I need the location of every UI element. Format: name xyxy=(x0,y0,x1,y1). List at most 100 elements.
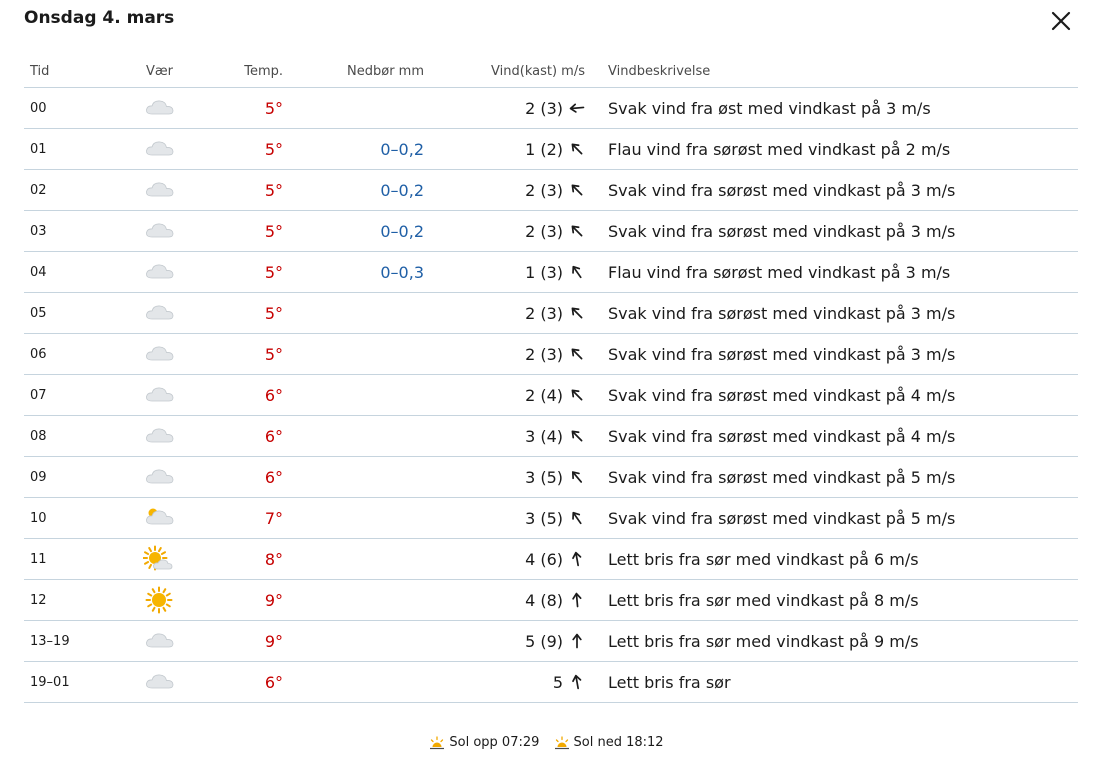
row-temp: 6° xyxy=(203,415,285,457)
wind-direction-icon xyxy=(571,143,583,154)
wind-direction-icon xyxy=(571,184,583,195)
row-temp: 5° xyxy=(203,292,285,334)
hourly-forecast-table: Tid Vær Temp. Nedbør mm Vind(kast) m/s V… xyxy=(24,56,1078,703)
row-time: 01 xyxy=(24,128,116,170)
cloud-icon xyxy=(145,223,173,238)
row-time: 09 xyxy=(24,456,116,498)
row-precip xyxy=(285,538,424,580)
row-wind-description: Svak vind fra sørøst med vindkast på 3 m… xyxy=(585,169,1078,211)
row-wind-value: 3 (4) xyxy=(525,426,563,446)
row-weather xyxy=(116,620,203,662)
close-icon[interactable] xyxy=(1050,10,1072,32)
wind-direction-icon xyxy=(571,389,583,400)
row-wind-description: Flau vind fra sørøst med vindkast på 3 m… xyxy=(585,251,1078,293)
row-time: 06 xyxy=(24,333,116,375)
row-wind-value: 1 (3) xyxy=(525,262,563,282)
table-row: 04 5° 0–0,3 1 (3) Flau vind fra sørøst med … xyxy=(24,251,1078,293)
row-wind-description: Svak vind fra sørøst med vindkast på 3 m… xyxy=(585,292,1078,334)
column-header-weather: Vær xyxy=(116,56,203,88)
cloud-icon xyxy=(145,100,173,115)
table-row: 00 5° 2 (3) Svak vind fra øst med vindkast… xyxy=(24,87,1078,129)
row-weather xyxy=(116,538,203,580)
sunset-label: Sol ned 18:12 xyxy=(573,735,664,750)
row-temp: 9° xyxy=(203,620,285,662)
row-precip: 0–0,2 xyxy=(285,210,424,252)
row-precip xyxy=(285,333,424,375)
row-wind-value: 4 (6) xyxy=(525,549,563,569)
row-wind-value: 2 (4) xyxy=(525,385,563,405)
table-row: 05 5° 2 (3) Svak vind fra sørøst med vindk… xyxy=(24,292,1078,334)
row-wind-description: Lett bris fra sør med vindkast på 6 m/s xyxy=(585,538,1078,580)
row-wind-value: 3 (5) xyxy=(525,508,563,528)
table-row: 08 6° 3 (4) Svak vind fra sørøst med vindk… xyxy=(24,415,1078,457)
sunrise-label: Sol opp 07:29 xyxy=(449,735,540,750)
row-weather xyxy=(116,374,203,416)
wind-direction-icon xyxy=(572,265,582,278)
row-precip xyxy=(285,292,424,334)
row-wind: 2 (3) xyxy=(424,169,585,211)
wind-direction-icon xyxy=(572,592,582,607)
row-time: 03 xyxy=(24,210,116,252)
wind-direction-icon xyxy=(572,551,582,566)
row-time: 07 xyxy=(24,374,116,416)
row-wind-description: Svak vind fra øst med vindkast på 3 m/s xyxy=(585,87,1078,129)
row-wind: 4 (6) xyxy=(424,538,585,580)
row-weather xyxy=(116,333,203,375)
row-precip: 0–0,2 xyxy=(285,128,424,170)
row-wind-description: Svak vind fra sørøst med vindkast på 3 m… xyxy=(585,210,1078,252)
row-time: 13–19 xyxy=(24,620,116,662)
column-header-precip: Nedbør mm xyxy=(285,56,424,88)
wind-direction-icon xyxy=(571,348,583,359)
row-temp: 5° xyxy=(203,333,285,375)
wind-direction-icon xyxy=(571,470,583,483)
row-wind: 2 (3) xyxy=(424,292,585,334)
cloud-icon xyxy=(145,182,173,197)
row-weather xyxy=(116,415,203,457)
row-wind-description: Lett bris fra sør xyxy=(585,661,1078,703)
row-weather xyxy=(116,661,203,703)
row-time: 10 xyxy=(24,497,116,539)
wind-direction-icon xyxy=(571,307,583,318)
sun-times: Sol opp 07:29 Sol ned 18:12 xyxy=(0,735,1093,754)
table-row: 11 8° 4 (6) Lett bris fra sør med vindkast… xyxy=(24,538,1078,580)
row-wind-value: 2 (3) xyxy=(525,98,563,118)
row-wind-value: 2 (3) xyxy=(525,303,563,323)
table-row: 13–19 9° 5 (9) Lett bris fra sør med vindk… xyxy=(24,620,1078,662)
row-wind: 2 (3) xyxy=(424,87,585,129)
partly-cloudy-icon xyxy=(145,508,173,525)
row-time: 04 xyxy=(24,251,116,293)
row-temp: 5° xyxy=(203,87,285,129)
sun-cloud-icon xyxy=(142,545,172,571)
row-wind-description: Lett bris fra sør med vindkast på 9 m/s xyxy=(585,620,1078,662)
row-weather xyxy=(116,87,203,129)
cloud-icon xyxy=(145,428,173,443)
table-row: 10 7° 3 (5) Svak vind fra sørøst med vindk… xyxy=(24,497,1078,539)
row-temp: 9° xyxy=(203,579,285,621)
wind-direction-icon xyxy=(572,633,582,648)
cloud-icon xyxy=(145,674,173,689)
cloud-icon xyxy=(145,346,173,361)
row-wind: 2 (4) xyxy=(424,374,585,416)
row-wind: 5 (9) xyxy=(424,620,585,662)
row-wind-value: 2 (3) xyxy=(525,221,563,241)
cloud-icon xyxy=(145,469,173,484)
row-wind-description: Svak vind fra sørøst med vindkast på 5 m… xyxy=(585,456,1078,498)
row-wind: 3 (5) xyxy=(424,497,585,539)
cloud-icon xyxy=(145,387,173,402)
row-temp: 5° xyxy=(203,128,285,170)
row-precip xyxy=(285,579,424,621)
row-precip xyxy=(285,87,424,129)
row-temp: 5° xyxy=(203,251,285,293)
row-precip xyxy=(285,620,424,662)
row-precip xyxy=(285,497,424,539)
row-time: 11 xyxy=(24,538,116,580)
row-wind-description: Flau vind fra sørøst med vindkast på 2 m… xyxy=(585,128,1078,170)
table-row: 09 6° 3 (5) Svak vind fra sørøst med vindk… xyxy=(24,456,1078,498)
sunset-icon xyxy=(554,735,569,749)
row-temp: 5° xyxy=(203,210,285,252)
sunset: Sol ned 18:12 xyxy=(554,735,664,750)
row-wind: 3 (4) xyxy=(424,415,585,457)
page-title: Onsdag 4. mars xyxy=(24,8,175,28)
table-row: 02 5° 0–0,2 2 (3) Svak vind fra sørøst med … xyxy=(24,169,1078,211)
row-time: 19–01 xyxy=(24,661,116,703)
